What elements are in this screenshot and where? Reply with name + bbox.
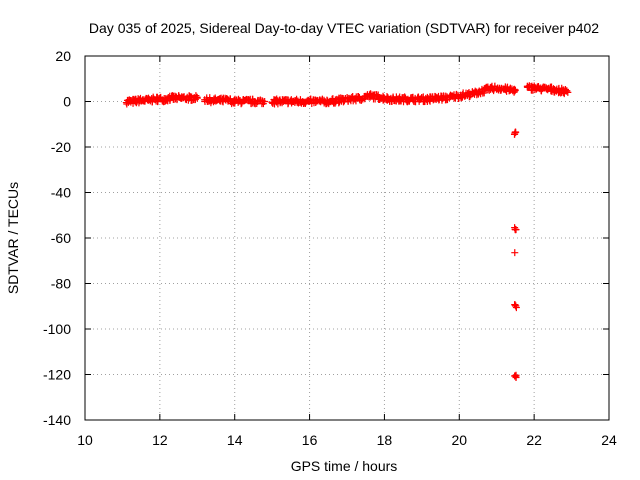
- data-point: [511, 249, 519, 257]
- data-point: [564, 88, 572, 96]
- data-point: [261, 98, 269, 105]
- data-point: [512, 128, 520, 136]
- grid-lines: [85, 56, 609, 420]
- y-tick-label: 20: [55, 48, 71, 64]
- data-points: [122, 82, 572, 382]
- y-tick-label: -20: [51, 139, 71, 155]
- x-tick-label: 18: [377, 432, 393, 448]
- x-tick-label: 16: [302, 432, 318, 448]
- y-tick-label: -140: [43, 412, 71, 428]
- data-point: [511, 86, 519, 94]
- x-tick-label: 12: [152, 432, 168, 448]
- y-tick-label: -40: [51, 185, 71, 201]
- x-axis-label: GPS time / hours: [291, 458, 398, 474]
- data-point: [511, 372, 519, 380]
- data-point: [511, 87, 519, 95]
- y-tick-label: -120: [43, 367, 71, 383]
- data-point: [562, 87, 570, 95]
- x-axis-ticks: 10 12 14 16 18 20 22 24: [77, 56, 617, 448]
- data-point: [358, 96, 366, 104]
- data-point: [193, 94, 201, 102]
- y-tick-label: -100: [43, 321, 71, 337]
- x-tick-label: 10: [77, 432, 93, 448]
- x-tick-label: 20: [451, 432, 467, 448]
- x-tick-label: 14: [227, 432, 243, 448]
- plot-frame: [84, 55, 610, 421]
- y-tick-label: -80: [51, 276, 71, 292]
- data-point: [512, 302, 520, 310]
- y-axis-ticks: -140 -120 -100 -80 -60 -40 -20 0 20: [43, 48, 609, 428]
- y-tick-label: 0: [63, 94, 71, 110]
- x-tick-label: 24: [601, 432, 617, 448]
- data-point: [511, 225, 519, 233]
- x-tick-label: 22: [526, 432, 542, 448]
- data-point: [512, 373, 520, 381]
- data-point: [511, 301, 519, 309]
- y-axis-label: SDTVAR / TECUs: [5, 182, 21, 294]
- chart-title: Day 035 of 2025, Sidereal Day-to-day VTE…: [89, 20, 599, 36]
- y-tick-label: -60: [51, 230, 71, 246]
